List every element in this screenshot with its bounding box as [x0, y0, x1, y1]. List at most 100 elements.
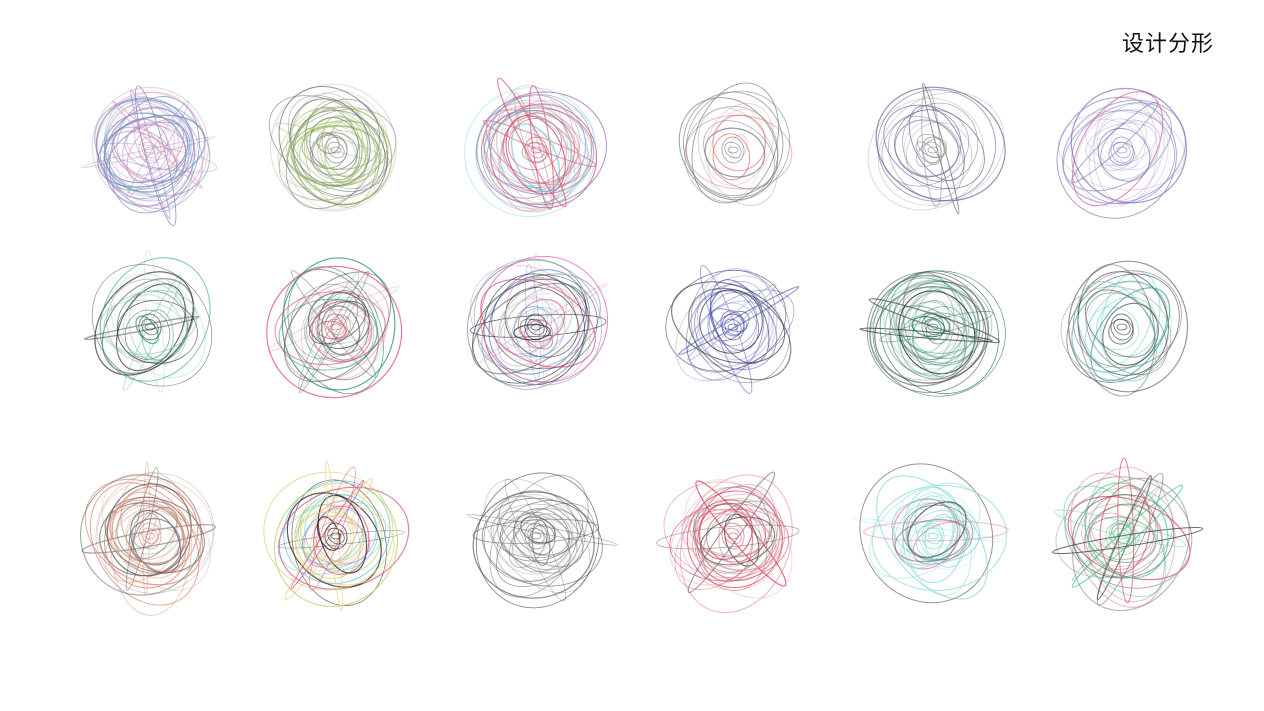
fractal-1-5-ring — [881, 109, 970, 187]
fractal-2-4-ring — [699, 289, 763, 354]
fractal-2-4-ring — [688, 287, 792, 381]
fractal-2-6-ring — [1102, 302, 1159, 366]
fractal-3-2 — [263, 460, 410, 611]
fractal-2-6-ring — [1108, 318, 1134, 345]
fractal-2-3-ring — [477, 273, 601, 371]
fractal-2-1-core — [144, 323, 156, 331]
fractal-3-5-ring — [894, 502, 956, 566]
fractal-1-3-core — [527, 141, 545, 159]
fractal-2-6-ring — [1060, 286, 1172, 381]
fractal-1-2-ring — [277, 105, 385, 190]
fractal-1-5-ring — [894, 109, 962, 178]
fractal-3-4-ring — [694, 486, 771, 573]
fractal-3-2-ring — [263, 471, 394, 591]
fractal-1-6-ring — [1097, 127, 1151, 182]
fractal-3-1-ring — [95, 472, 215, 594]
fractal-1-6-ring — [1088, 103, 1165, 202]
fractal-2-1-ring — [106, 278, 189, 363]
fractal-3-6-ring — [1084, 466, 1176, 603]
fractal-3-1 — [79, 461, 217, 616]
fractal-2-1-core — [138, 313, 162, 341]
fractal-1-3-ring — [475, 99, 589, 209]
fractal-3-1-core — [138, 522, 162, 550]
fractal-1-2-ring — [289, 98, 371, 187]
fractal-2-5-core — [924, 318, 942, 336]
fractal-2-5-ring — [912, 290, 955, 363]
fractal-3-4-ring — [692, 508, 783, 575]
fractal-3-6-ring — [1087, 503, 1159, 571]
fractal-3-6-ring — [1083, 504, 1163, 578]
fractal-2-3 — [466, 251, 609, 390]
fractal-2-5 — [859, 270, 1006, 397]
fractal-3-3-core — [527, 527, 545, 545]
fractal-1-5-ring — [888, 115, 965, 199]
fractal-3-6-ring — [1087, 516, 1157, 564]
fractal-2-2-core — [330, 323, 342, 331]
fractal-2-1-ring — [117, 294, 184, 360]
fractal-3-3-ring — [510, 528, 549, 556]
fractal-1-3-ring — [525, 130, 554, 155]
fractal-3-2-ring — [273, 482, 399, 607]
fractal-1-1-ring — [96, 91, 206, 202]
fractal-3-1-ring — [115, 505, 185, 574]
fractal-3-1-ring — [131, 512, 161, 549]
fractal-3-3-ring — [496, 508, 586, 582]
fractal-2-4-ring — [687, 283, 777, 361]
fractal-1-5-ring — [915, 137, 947, 168]
fractal-1-5-ring — [877, 92, 1005, 206]
fractal-2-5-ring — [911, 316, 946, 338]
fractal-1-4-ring — [704, 127, 766, 178]
fractal-3-5-core — [921, 522, 945, 550]
fractal-3-4-ring — [679, 474, 793, 614]
fractal-3-6-ring — [1071, 485, 1161, 582]
fractal-1-2-ring — [288, 108, 380, 199]
fractal-1-5-ring — [877, 89, 997, 202]
fractal-3-1-ring — [110, 501, 175, 566]
fractal-2-4 — [665, 264, 800, 395]
fractal-1-1-ring — [95, 100, 195, 198]
fractal-1-5-ring — [908, 105, 965, 182]
fractal-1-4-ring — [685, 90, 791, 199]
fractal-3-6-ring — [1055, 487, 1174, 578]
fractal-2-2-ring — [283, 271, 392, 383]
fractal-1-1-ring — [80, 136, 216, 169]
fractal-1-1-ring — [134, 118, 171, 170]
fractal-1-5-ring — [922, 82, 960, 215]
fractal-1-3-ring — [528, 84, 555, 210]
fractal-2-2-ring — [306, 309, 371, 355]
fractal-1-1-ring — [103, 107, 196, 207]
fractal-1-1-ring — [135, 85, 177, 227]
fractal-1-3-core — [524, 136, 548, 164]
fractal-1-3 — [464, 77, 608, 218]
fractal-2-5-ring — [889, 277, 978, 367]
fractal-3-4-ring — [696, 503, 754, 581]
fractal-1-4-ring — [678, 97, 779, 201]
fractal-1-4-core — [727, 146, 739, 154]
fractal-3-1-ring — [102, 473, 211, 591]
fractal-2-6-ring — [1073, 270, 1182, 369]
fractal-2-4-ring — [707, 280, 770, 361]
fractal-2-2-ring — [330, 314, 351, 339]
fractal-3-6-ring — [1064, 476, 1193, 589]
fractal-2-3-ring — [470, 314, 607, 338]
fractal-3-5-ring — [909, 494, 974, 565]
fractal-3-3-ring — [498, 495, 584, 568]
fractal-1-3-ring — [483, 105, 593, 189]
fractal-3-6-core — [1116, 532, 1128, 540]
fractal-3-5-ring — [908, 525, 944, 562]
fractal-3-5-ring — [891, 499, 980, 562]
fractal-3-5-ring — [863, 520, 1009, 542]
fractal-3-1-ring — [90, 482, 200, 606]
fractal-3-5-ring — [915, 516, 968, 560]
fractal-3-1-ring — [104, 496, 205, 574]
fractal-2-4-core — [727, 323, 739, 331]
fractal-3-5-ring — [901, 509, 959, 569]
fractal-2-6-ring — [1090, 287, 1171, 382]
fractal-3-3-ring — [512, 513, 573, 573]
fractal-3-4-ring — [684, 479, 793, 599]
fractal-3-2-ring — [295, 511, 364, 563]
fractal-3-6-ring — [1053, 509, 1187, 547]
fractal-1-2-ring — [286, 120, 388, 184]
fractal-3-5-ring — [904, 507, 977, 570]
